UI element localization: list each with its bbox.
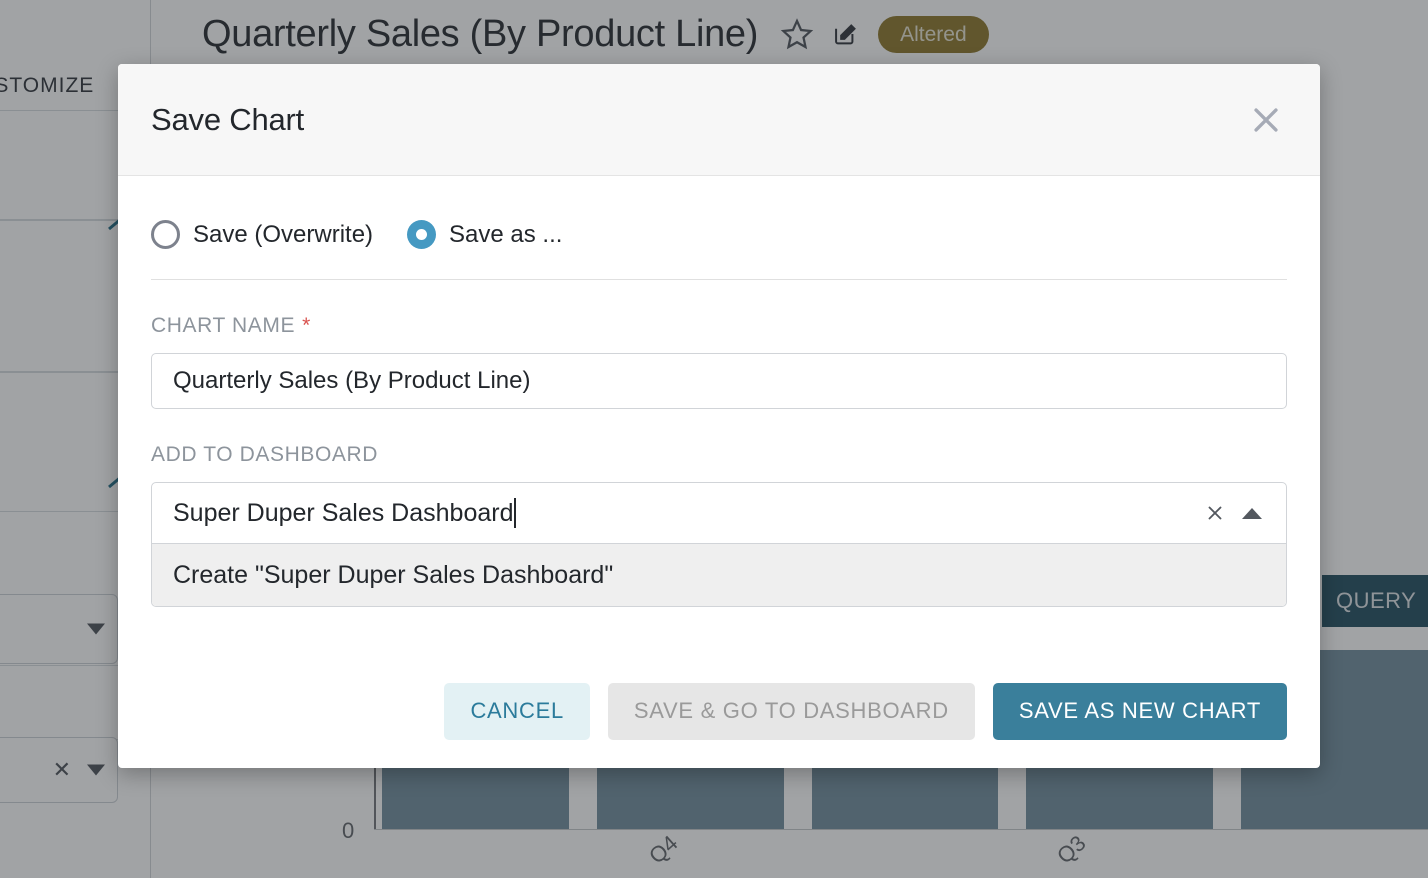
- panel-select-2[interactable]: ✕: [0, 737, 118, 803]
- radio-save-as[interactable]: Save as ...: [407, 220, 562, 249]
- modal-divider: [151, 279, 1287, 280]
- edit-pencil-icon[interactable]: [832, 20, 860, 48]
- chevron-up-icon[interactable]: [1232, 496, 1272, 530]
- save-and-go-to-dashboard-button: SAVE & GO TO DASHBOARD: [607, 682, 975, 740]
- dashboard-field-group: ADD TO DASHBOARD Super Duper Sales Dashb…: [151, 443, 1287, 607]
- triangle-up-glyph: [1242, 507, 1262, 519]
- chart-name-field-group: CHART NAME *: [151, 314, 1287, 409]
- radio-circle-selected: [407, 220, 437, 249]
- panel-section-label: CUSTOMIZE: [0, 74, 95, 97]
- clear-icon[interactable]: [1198, 496, 1232, 530]
- chart-name-input[interactable]: [151, 353, 1287, 409]
- panel-select-1[interactable]: [0, 594, 118, 664]
- run-query-button[interactable]: QUERY: [1322, 575, 1428, 627]
- modal-body: Save (Overwrite) Save as ... CHART NAME …: [118, 176, 1320, 654]
- modal-title: Save Chart: [151, 101, 305, 137]
- chart-header: Quarterly Sales (By Product Line) Altere…: [150, 0, 1428, 68]
- save-chart-modal: Save Chart Save (Overwrite) Save as ...: [118, 64, 1320, 768]
- dashboard-option-create[interactable]: Create "Super Duper Sales Dashboard": [152, 544, 1286, 606]
- close-small-icon[interactable]: ✕: [52, 757, 71, 782]
- chart-x-axis: [374, 829, 1428, 830]
- radio-save-overwrite[interactable]: Save (Overwrite): [151, 220, 373, 249]
- chart-name-label-text: CHART NAME: [151, 314, 296, 337]
- chart-header-actions: Altered: [780, 15, 989, 53]
- dashboard-options-menu: Create "Super Duper Sales Dashboard": [151, 544, 1287, 607]
- radio-circle-unselected: [151, 220, 180, 249]
- chart-y-tick-0: 0: [342, 818, 355, 843]
- dashboard-input-row[interactable]: Super Duper Sales Dashboard: [151, 482, 1287, 544]
- close-icon[interactable]: [1244, 98, 1288, 142]
- radio-label-save-overwrite: Save (Overwrite): [193, 220, 374, 248]
- star-icon[interactable]: [780, 17, 814, 51]
- status-badge: Altered: [878, 15, 989, 53]
- chevron-down-icon-1: [87, 623, 105, 635]
- modal-header: Save Chart: [118, 64, 1320, 176]
- dashboard-typed-text: Super Duper Sales Dashboard: [173, 498, 514, 527]
- dashboard-input-value[interactable]: Super Duper Sales Dashboard: [173, 498, 1198, 528]
- save-mode-radio-group: Save (Overwrite) Save as ...: [151, 220, 1287, 249]
- page-title: Quarterly Sales (By Product Line): [202, 12, 759, 55]
- text-cursor: [514, 498, 517, 528]
- modal-footer: CANCEL SAVE & GO TO DASHBOARD SAVE AS NE…: [118, 654, 1320, 768]
- save-as-new-chart-button[interactable]: SAVE AS NEW CHART: [992, 682, 1287, 740]
- add-to-dashboard-label: ADD TO DASHBOARD: [151, 443, 379, 466]
- panel-row-1: [0, 110, 150, 220]
- radio-label-save-as: Save as ...: [449, 220, 563, 248]
- chevron-down-icon-2: [87, 764, 105, 776]
- required-marker: *: [302, 314, 311, 337]
- dashboard-combobox: Super Duper Sales Dashboard Create: [151, 482, 1287, 607]
- chart-name-label: CHART NAME *: [151, 314, 1287, 338]
- cancel-button[interactable]: CANCEL: [444, 682, 590, 740]
